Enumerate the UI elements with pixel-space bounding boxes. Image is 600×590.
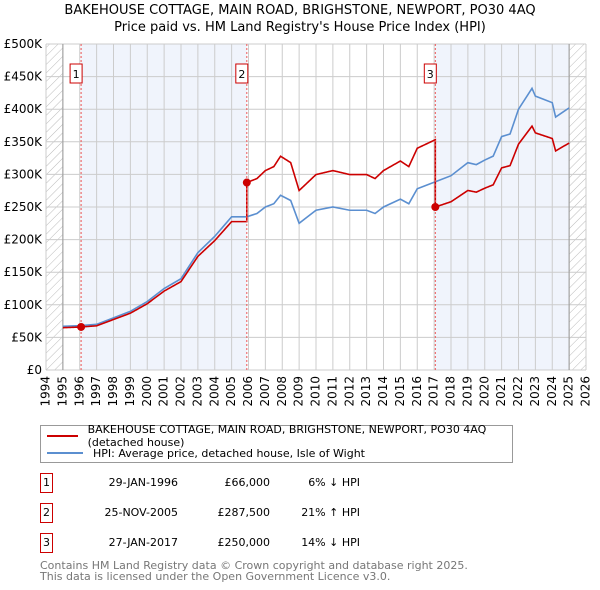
sale-date: 27-JAN-2017 [108,536,178,549]
sale-label: 2 [238,68,245,81]
x-tick-label: 2022 [511,376,525,407]
x-tick-label: 2023 [528,376,542,407]
footer-line-1: Contains HM Land Registry data © Crown c… [40,559,468,572]
x-tick-label: 1995 [55,376,69,407]
sale-label-box [69,63,83,84]
x-tick-label: 2011 [325,376,339,407]
sale-badge: 3 [40,533,53,553]
x-tick-label: 2012 [342,376,356,407]
x-tick-label: 2009 [292,376,306,407]
x-tick-label: 1999 [123,376,137,407]
y-tick-label: £150K [4,265,44,279]
chart-plot: 1994 1995 1996 1997 1998 1999 2000 2001 2002 2003… [4,37,593,407]
chart-subtitle: Price paid vs. HM Land Registry's House … [114,20,486,35]
x-tick-label: 2001 [157,376,171,407]
legend-label: BAKEHOUSE COTTAGE, MAIN ROAD, BRIGHSTONE… [87,423,487,449]
sale-badge: 2 [40,503,53,523]
legend-item-property: BAKEHOUSE COTTAGE, MAIN ROAD, BRIGHSTONE… [47,423,512,449]
x-tick-label: 2015 [393,376,407,407]
sale-date: 29-JAN-1996 [108,476,178,489]
x-tick-label: 2010 [309,376,323,407]
x-tick-label: 1997 [89,376,103,407]
y-tick-label: £300K [4,167,44,181]
sale-hpi-relation: 6% ↓ HPI [308,476,360,489]
x-tick-label: 1994 [39,376,53,407]
hpi-line [62,86,570,328]
footer-line-2: This data is licensed under the Open Gov… [40,570,391,583]
x-tick-label: 2000 [140,376,154,407]
legend-swatch [47,435,78,437]
legend: BAKEHOUSE COTTAGE, MAIN ROAD, BRIGHSTONE… [40,423,513,463]
sale-hpi-relation: 14% ↓ HPI [301,536,360,549]
property-line [62,124,570,329]
x-tick-label: 2024 [545,376,559,407]
legend-label: HPI: Average price, detached house, Isle… [93,446,365,460]
y-tick-label: £0 [27,363,42,377]
legend-item-hpi: HPI: Average price, detached house, Isle… [47,445,365,461]
sale-point [242,178,251,187]
chart-title: BAKEHOUSE COTTAGE, MAIN ROAD, BRIGHSTONE… [64,3,536,18]
y-tick-label: £250K [4,200,44,214]
x-tick-label: 2014 [376,376,390,407]
x-tick-label: 2020 [477,376,491,407]
x-tick-label: 2026 [579,376,593,407]
sale-label: 3 [427,68,434,81]
sale-point [77,322,86,331]
sale-badge: 1 [40,473,53,493]
sale-date: 25-NOV-2005 [104,506,178,519]
y-tick-label: £450K [4,70,44,84]
x-tick-label: 1998 [106,376,120,407]
x-tick-label: 2005 [224,376,238,407]
x-tick-label: 2018 [444,376,458,407]
y-tick-label: £350K [4,135,44,149]
y-tick-label: £500K [4,37,44,51]
y-tick-label: £50K [11,330,43,344]
x-tick-label: 2013 [359,376,373,407]
sale-price: £250,000 [217,536,271,549]
legend-swatch [47,452,83,454]
x-tick-label: 1996 [72,376,86,407]
x-tick-label: 2002 [174,376,188,407]
sale-point [431,203,440,211]
sale-label: 1 [73,68,80,81]
x-tick-label: 2008 [275,376,289,407]
x-tick-label: 2007 [258,376,272,407]
y-tick-label: £100K [4,298,44,312]
sale-hpi-relation: 21% ↑ HPI [301,506,360,519]
sale-label-box [235,63,249,84]
x-tick-label: 2021 [494,376,508,407]
y-tick-label: £200K [4,233,44,247]
sale-price: £287,500 [217,506,271,519]
sale-label-box [423,63,437,84]
x-tick-label: 2019 [460,376,474,407]
y-tick-label: £400K [4,102,44,116]
x-tick-label: 2003 [190,376,204,407]
x-tick-label: 2025 [562,376,576,407]
x-tick-label: 2006 [241,376,255,407]
x-tick-label: 2017 [427,376,441,407]
x-tick-label: 2016 [410,376,424,407]
sale-price: £66,000 [224,476,271,489]
x-tick-label: 2004 [207,376,221,407]
